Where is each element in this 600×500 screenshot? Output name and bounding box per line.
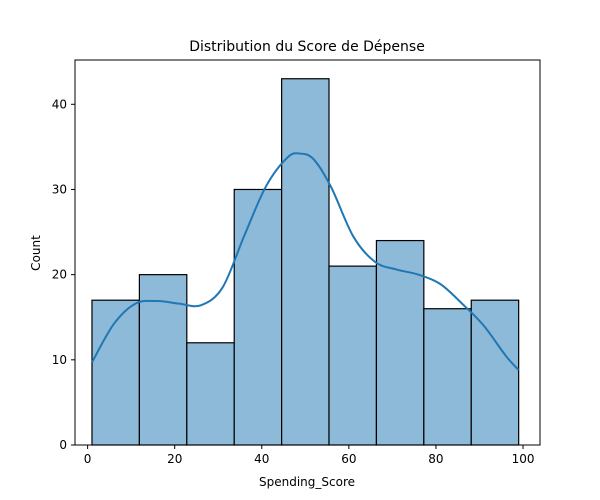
plot-frame (74, 59, 541, 446)
x-tick-label-100: 100 (512, 452, 535, 466)
histogram-bar-4 (281, 78, 330, 446)
y-axis-label: Count (29, 235, 43, 271)
histogram-bar-8 (470, 299, 520, 446)
x-tick-label-0: 0 (84, 452, 92, 466)
kde-line (91, 152, 520, 371)
y-tick-label-40: 40 (52, 97, 67, 111)
x-tick-label-40: 40 (254, 452, 269, 466)
histogram-bar-3 (233, 188, 283, 446)
kde-group (91, 152, 520, 371)
chart-title: Distribution du Score de Dépense (189, 39, 425, 55)
axes-group: 0 20 40 60 80 100 0 10 20 30 40 (52, 59, 541, 466)
histogram-bar-5 (328, 265, 378, 446)
histogram-bar-0 (91, 299, 140, 446)
histogram-bar-7 (423, 308, 472, 446)
bars-group (91, 78, 520, 446)
x-axis-label: Spending_Score (259, 475, 355, 489)
y-tick-label-30: 30 (52, 182, 67, 196)
x-tick-label-80: 80 (428, 452, 443, 466)
y-tick-label-0: 0 (59, 438, 67, 452)
y-tick-label-10: 10 (52, 353, 67, 367)
histogram-bar-2 (186, 342, 235, 446)
x-tick-label-20: 20 (167, 452, 182, 466)
y-tick-label-20: 20 (52, 268, 67, 282)
x-tick-label-60: 60 (341, 452, 356, 466)
